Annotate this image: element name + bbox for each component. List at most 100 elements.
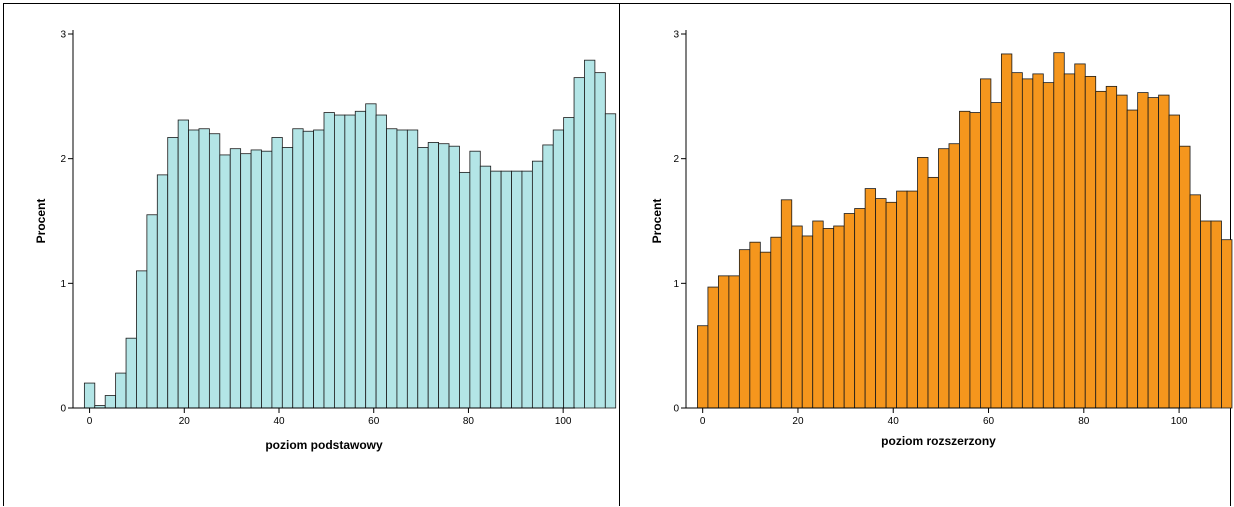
histogram-bar bbox=[801, 235, 814, 409]
histogram-bar bbox=[1105, 85, 1118, 409]
histogram-bar bbox=[780, 199, 793, 409]
histogram-bar bbox=[386, 128, 398, 409]
chart-panel-extended: 0 1 2 3 0 20 40 60 80 100 poziom rozszerzony Procen… bbox=[619, 3, 1233, 506]
histogram-bar bbox=[438, 143, 450, 409]
histogram-bar bbox=[718, 275, 730, 409]
histogram-bar bbox=[354, 110, 367, 409]
y-tick-label: 1 bbox=[673, 279, 679, 290]
histogram-bar bbox=[479, 165, 492, 409]
histogram-bar bbox=[459, 171, 471, 409]
histogram-bar bbox=[1011, 72, 1023, 409]
bars bbox=[83, 59, 617, 409]
x-tick-label: 0 bbox=[87, 416, 93, 427]
histogram-bar bbox=[417, 147, 429, 409]
histogram-bar bbox=[833, 225, 845, 409]
histogram-bar bbox=[125, 337, 137, 409]
histogram-bar bbox=[563, 117, 575, 409]
y-tick-label: 3 bbox=[673, 30, 679, 41]
histogram-bar bbox=[229, 148, 242, 409]
histogram-bar bbox=[1158, 94, 1170, 409]
x-tick-label: 80 bbox=[1078, 416, 1090, 427]
histogram-bar bbox=[136, 270, 148, 409]
histogram-bar bbox=[1063, 73, 1076, 409]
histogram-bar bbox=[854, 208, 866, 409]
histogram-basic-level: 0 1 2 3 0 20 40 60 80 100 poziom podstawowy Procent bbox=[34, 30, 617, 452]
histogram-bar bbox=[875, 198, 887, 409]
histogram-bar bbox=[1126, 109, 1139, 409]
histogram-bar bbox=[1221, 239, 1233, 409]
x-tick-label: 80 bbox=[463, 416, 475, 427]
histogram-bar bbox=[261, 150, 273, 409]
histogram-bar bbox=[728, 275, 740, 409]
histogram-bar bbox=[219, 154, 231, 409]
histogram-bar bbox=[313, 129, 325, 409]
histogram-bar bbox=[1084, 75, 1097, 409]
histogram-bar bbox=[167, 137, 179, 409]
x-tick-label: 20 bbox=[792, 416, 804, 427]
histogram-bar bbox=[281, 147, 294, 409]
histogram-bar bbox=[980, 78, 992, 409]
histogram-bar bbox=[521, 170, 533, 409]
histogram-bar bbox=[959, 110, 971, 409]
histogram-bar bbox=[938, 148, 950, 409]
histogram-bar bbox=[1189, 194, 1201, 409]
histogram-bar bbox=[250, 149, 262, 409]
histogram-bar bbox=[427, 142, 440, 409]
y-tick-label: 1 bbox=[60, 279, 66, 290]
histogram-bar bbox=[738, 249, 751, 409]
histogram-bar bbox=[604, 113, 617, 409]
histogram-bar bbox=[552, 129, 565, 409]
histogram-bar bbox=[1116, 94, 1128, 409]
histogram-bar bbox=[812, 220, 824, 409]
histogram-bar bbox=[146, 214, 158, 409]
y-axis-title: Procent bbox=[34, 199, 48, 244]
histogram-bar bbox=[1021, 78, 1034, 409]
x-tick-label: 0 bbox=[700, 416, 706, 427]
histogram-bar bbox=[511, 170, 523, 409]
histogram-bar bbox=[1095, 90, 1107, 409]
histogram-bar bbox=[1179, 145, 1191, 409]
histogram-bar bbox=[1000, 53, 1013, 409]
histogram-bar bbox=[1210, 220, 1222, 409]
histogram-bar bbox=[1032, 73, 1044, 409]
histogram-bar bbox=[188, 129, 200, 409]
histogram-bar bbox=[500, 170, 512, 409]
histogram-bar bbox=[1168, 114, 1180, 409]
x-tick-label: 40 bbox=[273, 416, 285, 427]
histogram-bar bbox=[271, 137, 283, 409]
histogram-bar bbox=[292, 128, 304, 409]
chart-panel-basic: 0 1 2 3 0 20 40 60 80 100 poziom podstawowy Procent bbox=[3, 3, 620, 506]
histogram-bar bbox=[198, 128, 210, 409]
histogram-bar bbox=[240, 153, 252, 409]
histogram-bar bbox=[969, 112, 981, 409]
histogram-bar bbox=[1053, 52, 1065, 409]
histogram-bar bbox=[896, 190, 908, 409]
x-tick-label: 60 bbox=[983, 416, 995, 427]
y-tick-label: 0 bbox=[673, 404, 679, 415]
x-tick-label: 100 bbox=[1171, 416, 1188, 427]
histogram-bar bbox=[990, 102, 1002, 409]
x-tick-label: 100 bbox=[555, 416, 572, 427]
bars bbox=[697, 52, 1233, 409]
histogram-bar bbox=[83, 382, 96, 409]
histogram-bar bbox=[208, 133, 221, 409]
histogram-bar bbox=[584, 59, 596, 409]
x-tick-label: 40 bbox=[888, 416, 900, 427]
histogram-bar bbox=[885, 201, 897, 409]
histogram-bar bbox=[573, 77, 585, 409]
histogram-bar bbox=[594, 72, 606, 409]
histogram-bar bbox=[396, 129, 408, 409]
histogram-bar bbox=[697, 325, 709, 409]
histogram-bar bbox=[156, 174, 169, 409]
histogram-bar bbox=[948, 143, 960, 409]
histogram-bar bbox=[490, 170, 502, 409]
histogram-bar bbox=[115, 372, 127, 409]
histogram-bar bbox=[302, 130, 314, 409]
histogram-bar bbox=[1147, 97, 1159, 409]
y-axis-title: Procent bbox=[650, 199, 664, 244]
x-axis-title: poziom podstawowy bbox=[265, 438, 383, 452]
histogram-bar bbox=[906, 190, 918, 409]
histogram-bar bbox=[707, 286, 719, 409]
histogram-bar bbox=[177, 119, 189, 409]
histogram-bar bbox=[791, 225, 803, 409]
